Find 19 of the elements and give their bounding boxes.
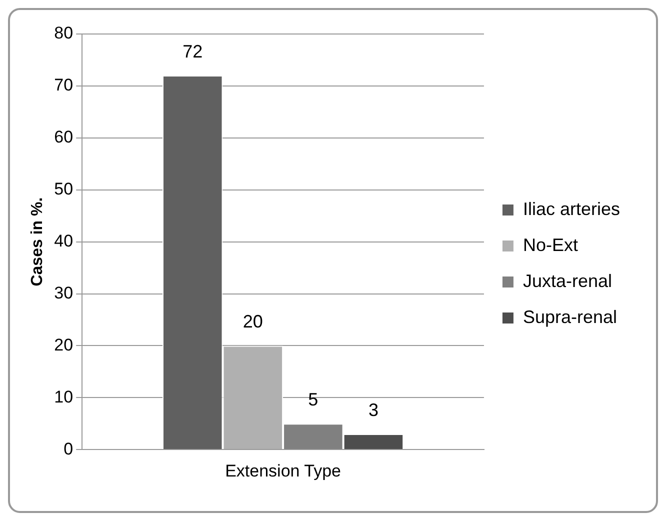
data-label: 3 xyxy=(368,400,378,420)
y-axis-title: Cases in %. xyxy=(29,197,46,286)
y-tick-label: 80 xyxy=(54,24,74,43)
data-label: 72 xyxy=(182,42,203,62)
y-tick-label: 0 xyxy=(64,439,74,458)
y-tick-label: 10 xyxy=(54,387,74,406)
y-tick-label: 50 xyxy=(54,180,74,199)
legend-label: Iliac arteries xyxy=(522,198,620,219)
legend-label: Supra-renal xyxy=(522,306,618,327)
y-tick-label: 30 xyxy=(54,283,74,302)
y-tick-label: 40 xyxy=(54,231,74,250)
data-label: 5 xyxy=(308,390,318,410)
y-tick-label: 70 xyxy=(54,76,74,95)
y-tick-label: 20 xyxy=(54,335,74,354)
legend-label: Juxta-renal xyxy=(522,270,612,291)
y-tick-label: 60 xyxy=(54,128,74,147)
data-label: 20 xyxy=(242,312,263,332)
x-tick-label: Extension Type xyxy=(225,461,342,480)
legend-label: No-Ext xyxy=(522,234,578,255)
